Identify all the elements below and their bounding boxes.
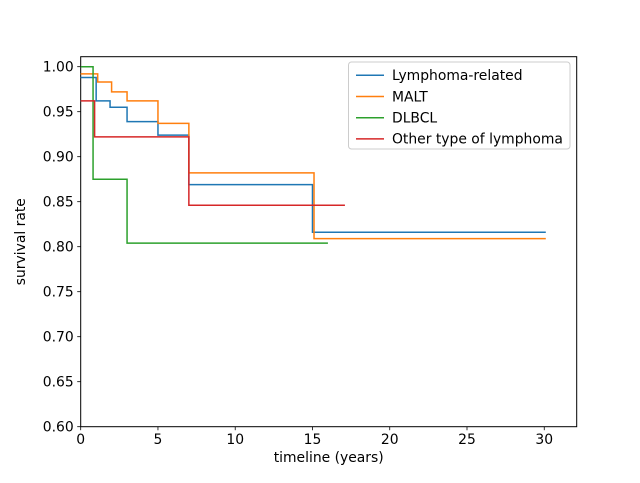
series-line-other-type-of-lymphoma — [80, 100, 345, 207]
x-tick-label: 20 — [381, 432, 399, 448]
series-line-dlbcl — [80, 65, 328, 244]
series-line-malt — [80, 73, 546, 240]
x-axis-ticks: 0 5 10 15 20 25 30 — [76, 426, 553, 448]
y-tick-label: 0.70 — [43, 329, 74, 345]
legend-label: MALT — [392, 89, 428, 105]
x-tick-label: 0 — [76, 432, 85, 448]
x-tick-label: 25 — [458, 432, 476, 448]
series-line-lymphoma-related — [80, 76, 546, 234]
y-tick-label: 0.90 — [43, 149, 74, 165]
y-tick-label: 1.00 — [43, 59, 74, 75]
x-tick-label: 30 — [535, 432, 553, 448]
y-tick-label: 0.95 — [43, 104, 74, 120]
legend-label: Lymphoma-related — [392, 68, 523, 84]
y-tick-label: 0.80 — [43, 239, 74, 255]
y-axis-label: survival rate — [13, 198, 29, 285]
legend-box — [348, 61, 571, 150]
series-lines — [80, 65, 546, 244]
y-tick-label: 0.60 — [43, 420, 74, 436]
x-tick-label: 5 — [154, 432, 163, 448]
y-tick-label: 0.75 — [43, 284, 74, 300]
legend-label: Other type of lymphoma — [392, 132, 563, 148]
plot-frame — [80, 56, 578, 428]
legend-label: DLBCL — [392, 111, 437, 127]
y-tick-label: 0.85 — [43, 194, 74, 210]
legend: Lymphoma-related MALT DLBCL Other type of l… — [348, 61, 571, 150]
y-axis-ticks: 1.00 0.95 0.90 0.85 0.80 0.75 0.70 0.65 0.60 — [43, 59, 81, 436]
x-tick-label: 10 — [226, 432, 244, 448]
y-tick-label: 0.65 — [43, 374, 74, 390]
x-axis-label: timeline (years) — [274, 450, 384, 466]
x-tick-label: 15 — [304, 432, 322, 448]
